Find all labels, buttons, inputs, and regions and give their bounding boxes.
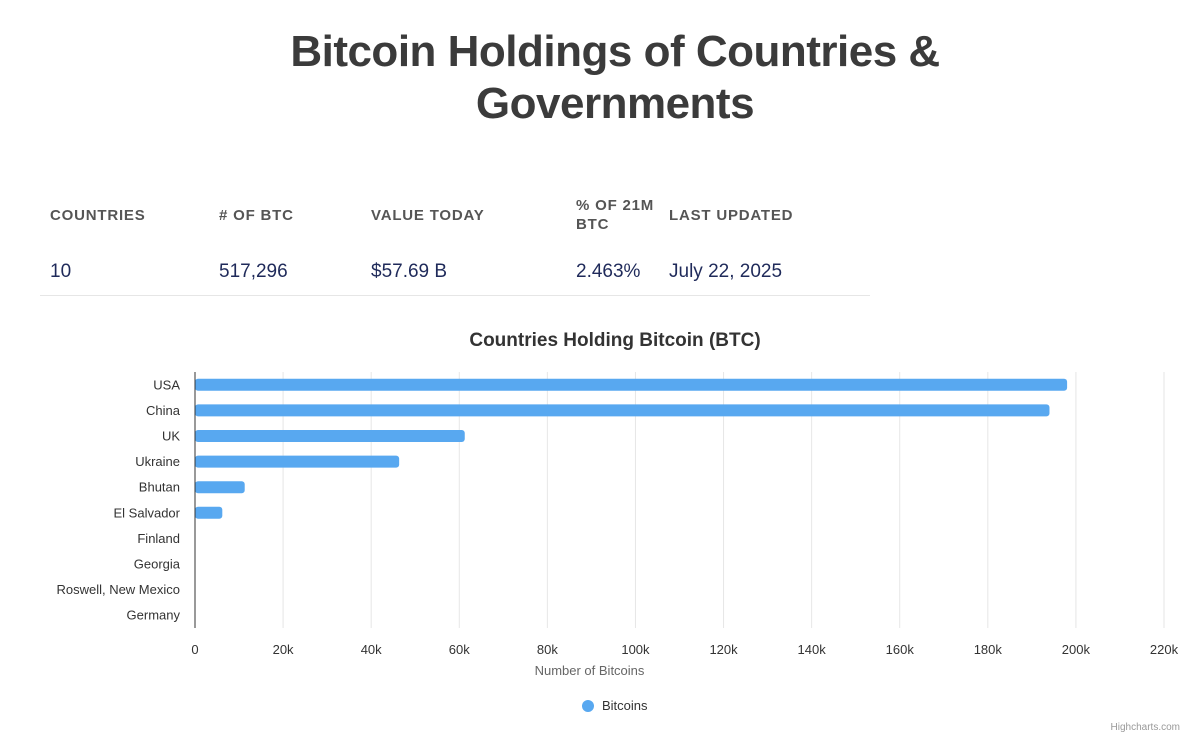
x-tick-label: 200k	[1062, 642, 1091, 657]
y-tick-label: El Salvador	[114, 505, 181, 520]
stat-last-updated: LAST UPDATED July 22, 2025	[669, 195, 793, 283]
stat-label: % OF 21M BTC	[576, 197, 655, 233]
stat-value: 2.463%	[576, 261, 641, 282]
stat-value: July 22, 2025	[669, 261, 783, 282]
stat-value: 517,296	[219, 261, 288, 282]
bar	[195, 481, 245, 494]
y-tick-label: Ukraine	[135, 454, 180, 469]
stat-btc-count: # OF BTC 517,296	[219, 195, 294, 283]
x-tick-label: 120k	[709, 642, 738, 657]
x-tick-label: 40k	[361, 642, 382, 657]
y-tick-label: Georgia	[134, 557, 181, 572]
chart-title: Countries Holding Bitcoin (BTC)	[469, 330, 761, 351]
x-tick-label: 220k	[1150, 642, 1179, 657]
legend-marker-icon	[582, 699, 594, 712]
stat-label: LAST UPDATED	[669, 206, 794, 224]
x-tick-label: 0	[191, 642, 198, 657]
stat-label: COUNTRIES	[50, 206, 146, 224]
stat-countries: COUNTRIES 10	[50, 195, 146, 283]
x-tick-label: 160k	[886, 642, 915, 657]
x-tick-label: 100k	[621, 642, 650, 657]
x-tick-label: 60k	[449, 642, 470, 657]
stat-value: 10	[50, 261, 72, 282]
legend-label: Bitcoins	[602, 698, 648, 713]
x-tick-label: 140k	[798, 642, 827, 657]
page-title: Bitcoin Holdings of Countries & Governme…	[290, 27, 940, 128]
x-tick-label: 80k	[537, 642, 558, 657]
stat-value: $57.69 B	[371, 261, 448, 282]
y-tick-label: UK	[162, 429, 180, 444]
y-tick-label: Roswell, New Mexico	[56, 582, 180, 597]
y-tick-label: Bhutan	[139, 480, 180, 495]
x-tick-label: 20k	[273, 642, 294, 657]
stat-percent-supply: % OF 21M BTC 2.463%	[576, 195, 656, 283]
stat-label: VALUE TODAY	[371, 206, 485, 224]
bar	[195, 378, 1068, 391]
chart-legend[interactable]: Bitcoins	[582, 698, 648, 713]
y-tick-label: Germany	[127, 608, 181, 623]
bar	[195, 506, 223, 519]
x-tick-label: 180k	[974, 642, 1003, 657]
stat-value-today: VALUE TODAY $57.69 B	[371, 195, 485, 283]
stats-table: COUNTRIES 10 # OF BTC 517,296 VALUE TODA…	[40, 195, 870, 296]
y-tick-label: Finland	[137, 531, 180, 546]
bar	[195, 404, 1050, 417]
stat-label: # OF BTC	[219, 206, 294, 224]
bar	[195, 455, 400, 468]
y-tick-label: China	[146, 403, 181, 418]
credits-link[interactable]: Highcharts.com	[1110, 722, 1180, 733]
bar-chart: 0 20k 40k 60k 80k 100k 120k 140k 160k 180k 200k 220…	[56, 372, 1179, 678]
y-tick-label: USA	[153, 377, 180, 392]
x-axis-title: Number of Bitcoins	[535, 663, 645, 678]
bar	[195, 430, 465, 442]
